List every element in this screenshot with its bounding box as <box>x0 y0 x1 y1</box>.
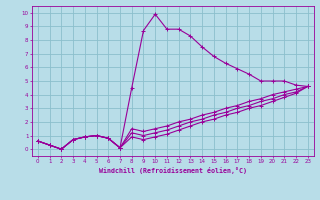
X-axis label: Windchill (Refroidissement éolien,°C): Windchill (Refroidissement éolien,°C) <box>99 167 247 174</box>
